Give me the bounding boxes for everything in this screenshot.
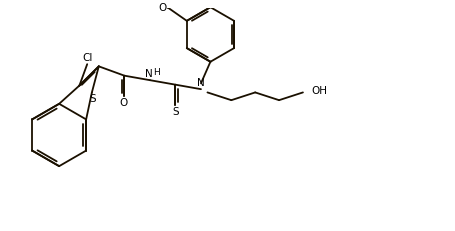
Text: N: N [197, 78, 204, 88]
Text: O: O [158, 3, 166, 12]
Text: H: H [153, 68, 159, 77]
Text: N: N [145, 69, 153, 79]
Text: O: O [119, 98, 127, 108]
Text: Cl: Cl [82, 53, 93, 63]
Text: S: S [90, 94, 96, 103]
Text: S: S [172, 107, 178, 117]
Text: OH: OH [311, 86, 327, 96]
